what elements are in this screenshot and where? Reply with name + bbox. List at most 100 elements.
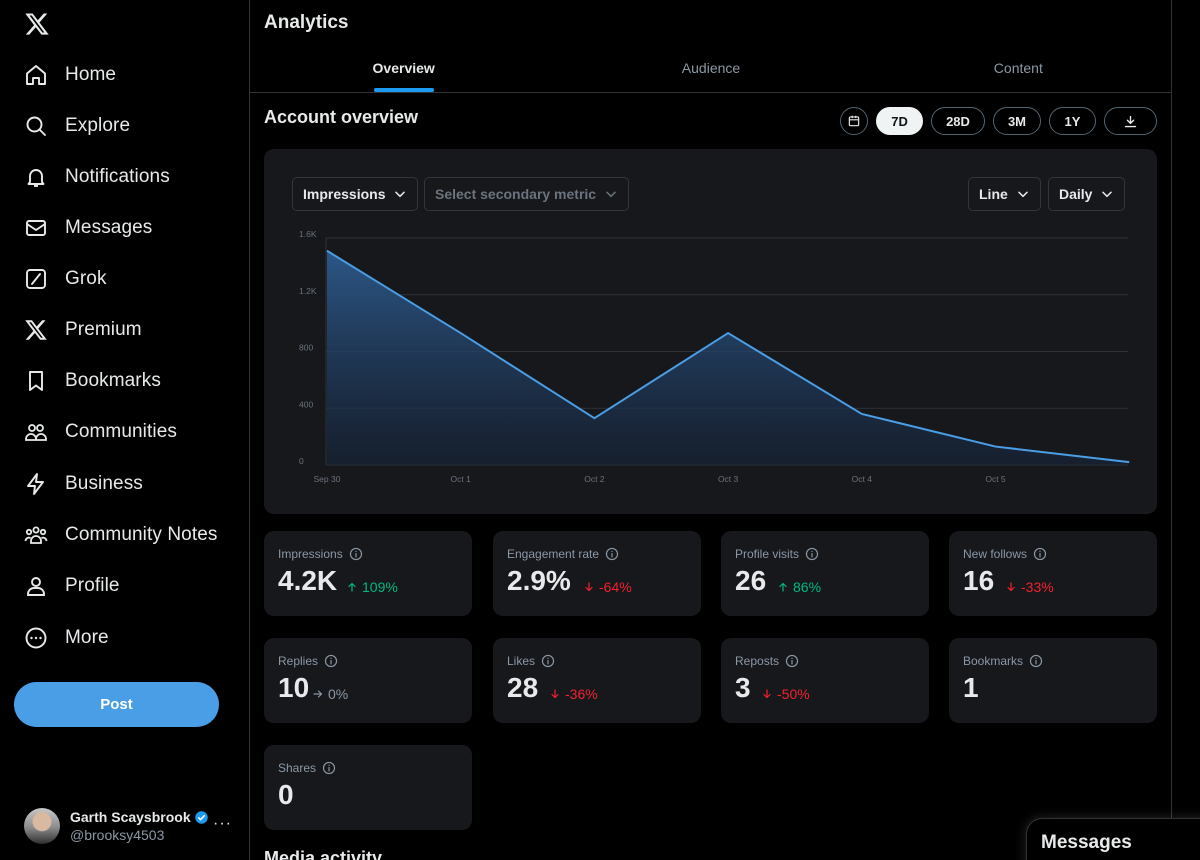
metric-card-new-follows: New follows 16 -33% bbox=[949, 531, 1157, 616]
metric-label-text: Shares bbox=[278, 761, 317, 775]
tab-content[interactable]: Content bbox=[993, 60, 1043, 76]
range-3m-button[interactable]: 3M bbox=[992, 107, 1041, 135]
sidebar-item-bookmarks[interactable]: Bookmarks bbox=[22, 359, 161, 403]
tab-overview[interactable]: Overview bbox=[250, 44, 557, 92]
info-icon[interactable] bbox=[1033, 547, 1047, 561]
y-tick-label: 0 bbox=[299, 456, 304, 466]
sidebar-item-profile[interactable]: Profile bbox=[22, 564, 120, 608]
trend-up-icon bbox=[779, 582, 787, 592]
sidebar-item-more[interactable]: More bbox=[22, 616, 109, 660]
metric-value: 16 bbox=[963, 565, 995, 596]
sidebar-item-grok[interactable]: Grok bbox=[22, 257, 107, 301]
metric-label-text: Likes bbox=[507, 654, 536, 668]
sidebar-item-label: Business bbox=[65, 473, 143, 494]
data-point-0[interactable] bbox=[321, 245, 333, 257]
verified-badge-icon bbox=[194, 810, 208, 824]
messages-drawer[interactable]: Messages bbox=[1026, 818, 1200, 860]
impressions-chart: 0 400 800 1.2K 1.6K Sep 30 Oct 1 Oct 2 Oct 3 Oct … bbox=[299, 229, 1135, 484]
chart-type-value: Line bbox=[979, 186, 1008, 202]
data-point-4[interactable] bbox=[856, 408, 868, 420]
metric-label-text: Profile visits bbox=[735, 547, 800, 561]
sidebar-item-home[interactable]: Home bbox=[22, 53, 116, 97]
sidebar-item-premium[interactable]: Premium bbox=[22, 308, 142, 352]
page-title: Analytics bbox=[264, 12, 349, 33]
interval-select[interactable]: Daily bbox=[1048, 177, 1126, 211]
x-tick-label: Oct 4 bbox=[852, 474, 873, 484]
bookmark-icon bbox=[22, 367, 50, 395]
trend-down-icon bbox=[585, 582, 593, 592]
metric-value: 3 bbox=[735, 672, 751, 703]
chart-type-select[interactable]: Line bbox=[968, 177, 1041, 211]
metric-card-profile-visits: Profile visits 26 86% bbox=[721, 531, 929, 616]
data-point-5[interactable] bbox=[990, 441, 1002, 453]
section-title: Account overview bbox=[264, 107, 419, 127]
metric-card-likes: Likes 28 -36% bbox=[493, 638, 701, 723]
metric-label-text: Engagement rate bbox=[507, 547, 600, 561]
sidebar-item-communities[interactable]: Communities bbox=[22, 410, 177, 454]
data-point-6[interactable] bbox=[1123, 456, 1135, 468]
metric-change: 86% bbox=[777, 579, 821, 595]
metric-label: Engagement rate bbox=[507, 547, 619, 561]
trend-flat-icon bbox=[313, 690, 323, 698]
info-icon[interactable] bbox=[1029, 654, 1043, 668]
secondary-metric-placeholder: Select secondary metric bbox=[435, 186, 597, 202]
info-icon[interactable] bbox=[322, 761, 336, 775]
calendar-button[interactable] bbox=[840, 107, 869, 135]
sidebar-item-explore[interactable]: Explore bbox=[22, 104, 130, 148]
search-icon bbox=[22, 112, 50, 140]
y-tick-label: 1.2K bbox=[299, 286, 317, 296]
info-icon[interactable] bbox=[349, 547, 363, 561]
date-range-selector: 7D 28D 3M 1Y bbox=[840, 107, 1157, 135]
sidebar-item-label: Messages bbox=[65, 217, 153, 238]
impressions-line[interactable] bbox=[326, 249, 1130, 464]
info-icon[interactable] bbox=[324, 654, 338, 668]
primary-metric-select[interactable]: Impressions bbox=[292, 177, 419, 211]
chevron-down-icon bbox=[1102, 191, 1113, 198]
data-point-3[interactable] bbox=[722, 327, 734, 339]
metric-change-text: -33% bbox=[1021, 579, 1054, 595]
sidebar-item-label: Grok bbox=[65, 268, 107, 289]
account-switcher[interactable]: Garth Scaysbrook @brooksy4503 ··· bbox=[24, 806, 244, 846]
metric-change: -33% bbox=[1005, 579, 1054, 595]
secondary-metric-select[interactable]: Select secondary metric bbox=[424, 177, 630, 211]
range-1y-button[interactable]: 1Y bbox=[1049, 107, 1096, 135]
sidebar-item-notifications[interactable]: Notifications bbox=[22, 155, 170, 199]
y-tick-label: 400 bbox=[299, 399, 313, 409]
metric-label: Impressions bbox=[278, 547, 363, 561]
metric-change-text: -36% bbox=[565, 686, 598, 702]
sidebar-item-label: Explore bbox=[65, 115, 131, 136]
sidebar-item-label: Community Notes bbox=[65, 524, 218, 545]
data-point-1[interactable] bbox=[455, 327, 467, 339]
info-icon[interactable] bbox=[805, 547, 819, 561]
x-logo-icon[interactable] bbox=[24, 11, 50, 37]
trend-down-icon bbox=[551, 689, 559, 699]
tab-audience[interactable]: Audience bbox=[681, 60, 741, 76]
x-tick-label: Oct 1 bbox=[451, 474, 472, 484]
info-icon[interactable] bbox=[605, 547, 619, 561]
post-button[interactable]: Post bbox=[14, 682, 219, 727]
range-7d-button[interactable]: 7D bbox=[876, 107, 924, 135]
impressions-area bbox=[327, 250, 1130, 465]
metric-value: 0 bbox=[278, 779, 294, 810]
sidebar-item-label: Notifications bbox=[65, 166, 170, 187]
metric-card-reposts: Reposts 3 -50% bbox=[721, 638, 929, 723]
account-more-icon[interactable]: ··· bbox=[213, 815, 232, 832]
metric-label-text: Replies bbox=[278, 654, 319, 668]
download-button[interactable] bbox=[1104, 107, 1157, 135]
y-tick-label: 800 bbox=[299, 343, 313, 353]
y-tick-label: 1.6K bbox=[299, 229, 317, 239]
sidebar-item-community-notes[interactable]: Community Notes bbox=[22, 513, 218, 557]
metric-change: -50% bbox=[761, 686, 810, 702]
sidebar-item-messages[interactable]: Messages bbox=[22, 206, 152, 250]
metric-label: Reposts bbox=[735, 654, 799, 668]
x-tick-label: Oct 3 bbox=[718, 474, 739, 484]
info-icon[interactable] bbox=[541, 654, 555, 668]
metric-card-engagement-rate: Engagement rate 2.9% -64% bbox=[493, 531, 701, 616]
x-tick-label: Oct 5 bbox=[985, 474, 1006, 484]
range-28d-button[interactable]: 28D bbox=[931, 107, 985, 135]
chevron-down-icon bbox=[395, 191, 406, 198]
data-point-2[interactable] bbox=[588, 412, 600, 424]
sidebar-item-business[interactable]: Business bbox=[22, 462, 143, 506]
metric-label: Shares bbox=[278, 761, 336, 775]
info-icon[interactable] bbox=[785, 654, 799, 668]
